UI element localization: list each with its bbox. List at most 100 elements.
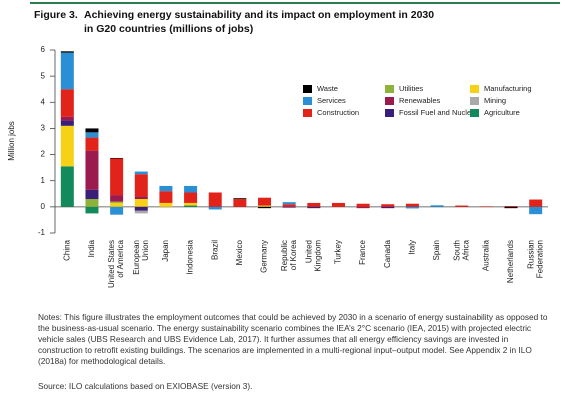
legend-label: Renewables	[399, 96, 441, 105]
bar-segment	[134, 210, 148, 214]
x-tick-label: Turkey	[334, 240, 343, 264]
chart: Figure 3. Achieving energy sustainabilit…	[7, 2, 560, 288]
y-tick-label: 0	[41, 202, 46, 211]
chart-title: Achieving energy sustainability and its …	[84, 9, 434, 21]
legend-swatch	[303, 97, 312, 105]
bar-segment	[110, 157, 124, 159]
bar-segment	[184, 205, 198, 207]
bar-segment	[529, 199, 543, 207]
bar-segment	[504, 206, 518, 207]
bar-segment	[258, 206, 272, 209]
bar-segment	[307, 202, 321, 207]
legend-label: Construction	[317, 108, 359, 117]
x-tick-label: Canada	[383, 239, 392, 268]
bar-segment	[60, 125, 74, 167]
y-tick-label: 6	[41, 45, 46, 54]
legend-swatch	[303, 109, 312, 117]
x-tick-label: Federation	[535, 240, 544, 278]
bar-segment	[529, 206, 543, 215]
legend-label: Agriculture	[484, 108, 520, 117]
x-tick-label: China	[62, 239, 71, 260]
x-tick-label: Japan	[161, 240, 170, 262]
bar-segment	[134, 199, 148, 207]
bar-segment	[430, 205, 444, 207]
bar-segment	[110, 158, 124, 196]
bar-segment	[356, 203, 370, 207]
bar-segment	[159, 191, 173, 203]
legend-swatch	[470, 97, 479, 105]
bar-segment	[405, 203, 419, 207]
bar-segment	[282, 202, 296, 205]
y-tick-label: 5	[41, 71, 46, 80]
bar-segment	[381, 206, 395, 209]
bar-segment	[110, 202, 124, 207]
legend-label: Utilities	[399, 84, 423, 93]
bar-segment	[184, 185, 198, 193]
x-tick-label: Union	[141, 240, 150, 261]
bar-segment	[134, 174, 148, 197]
bar-segment	[208, 192, 222, 207]
bar-segment	[110, 195, 124, 202]
bar-segment	[60, 166, 74, 207]
x-tick-label: Brazil	[210, 240, 219, 260]
x-tick-label: Mexico	[235, 239, 244, 265]
bar-segment	[282, 206, 296, 208]
y-tick-label: 3	[41, 124, 46, 133]
bar-segment	[307, 206, 321, 209]
bar-segment	[85, 150, 99, 190]
bar-segment	[208, 206, 222, 210]
x-tick-label: India	[87, 239, 96, 257]
y-tick-label: 1	[41, 176, 46, 185]
bar-segment	[60, 52, 74, 90]
x-tick-label: of Korea	[289, 239, 298, 270]
bar-segment	[258, 205, 272, 207]
bar-segment	[381, 204, 395, 207]
legend-swatch	[303, 85, 312, 93]
x-tick-label: Kingdom	[313, 240, 322, 272]
bar-segment	[134, 206, 148, 211]
bar-segment	[60, 116, 74, 121]
bar-segment	[85, 128, 99, 133]
bar-segment	[60, 51, 74, 53]
x-tick-label: Africa	[461, 239, 470, 260]
bar-segment	[134, 196, 148, 200]
bar-segment	[356, 206, 370, 209]
chart-title: in G20 countries (millions of jobs)	[84, 23, 253, 35]
bar-segment	[159, 185, 173, 192]
x-tick-label: Australia	[481, 239, 490, 271]
legend-swatch	[385, 85, 394, 93]
bar-segment	[85, 137, 99, 151]
bar-segment	[85, 206, 99, 214]
figure-label: Figure 3.	[34, 9, 78, 21]
notes: Notes: This figure illustrates the emplo…	[38, 312, 548, 366]
bar-segment	[134, 171, 148, 175]
x-tick-label: United	[304, 240, 313, 263]
source: Source: ILO calculations based on EXIOBA…	[38, 381, 253, 391]
legend-swatch	[470, 109, 479, 117]
x-tick-label: of America	[116, 239, 125, 277]
y-axis-label: Million jobs	[7, 121, 16, 161]
legend-label: Fossil Fuel and Nuclear	[399, 108, 478, 117]
bar-segment	[504, 206, 518, 209]
bar-segment	[110, 201, 124, 203]
y-tick-label: 4	[41, 97, 46, 106]
bar-segment	[233, 198, 247, 200]
x-tick-label: European	[132, 240, 141, 275]
legend-swatch	[385, 97, 394, 105]
bar-segment	[159, 202, 173, 207]
legend-swatch	[470, 85, 479, 93]
legend-label: Mining	[484, 96, 506, 105]
x-tick-label: Indonesia	[186, 239, 195, 274]
legend-swatch	[385, 109, 394, 117]
bar-segment	[331, 202, 345, 207]
bar-segment	[479, 206, 493, 207]
x-tick-label: South	[452, 240, 461, 261]
x-tick-label: Germany	[260, 240, 269, 273]
bar-segment	[184, 192, 198, 203]
bar-segment	[85, 199, 99, 207]
bar-segment	[60, 89, 74, 117]
bar-segment	[184, 202, 198, 206]
x-tick-label: United States	[107, 240, 116, 288]
bar-segment	[405, 206, 419, 209]
